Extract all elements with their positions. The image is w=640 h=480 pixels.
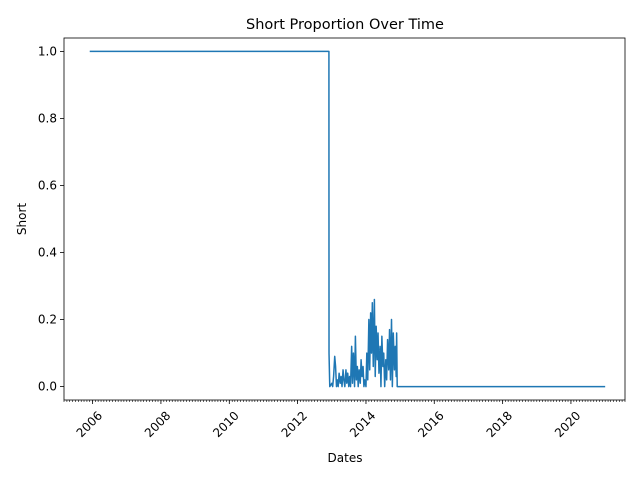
y-axis-ticks: 0.0 0.2 0.4 0.6 0.8 1.0 — [38, 44, 64, 394]
x-tick-label: 2018 — [484, 409, 515, 440]
y-tick-label: 1.0 — [38, 44, 57, 58]
x-tick-label: 2016 — [415, 409, 446, 440]
x-axis-ticks: 2006 2008 2010 2012 2014 2016 2018 2020 — [74, 400, 583, 440]
y-tick-label: 0.4 — [38, 246, 57, 260]
x-tick-label: 2012 — [279, 409, 310, 440]
x-axis-title: Dates — [328, 451, 363, 465]
x-tick-label: 2008 — [142, 409, 173, 440]
y-axis-title: Short — [15, 203, 29, 235]
series-line — [89, 50, 606, 388]
y-tick-label: 0.2 — [38, 313, 57, 327]
x-tick-label: 2010 — [210, 409, 241, 440]
x-tick-label: 2006 — [74, 409, 105, 440]
y-tick-label: 0.0 — [38, 380, 57, 394]
plot-area: 2006 2008 2010 2012 2014 2016 2018 2020 0.00.20… — [38, 37, 626, 440]
plot-frame — [63, 37, 626, 401]
chart-title: Short Proportion Over Time — [246, 17, 444, 33]
x-minor-ticks — [63, 400, 626, 402]
x-tick-label: 2020 — [552, 409, 583, 440]
x-tick-label: 2014 — [347, 409, 378, 440]
y-tick-label: 0.8 — [38, 111, 57, 125]
y-tick-label: 0.6 — [38, 178, 57, 192]
